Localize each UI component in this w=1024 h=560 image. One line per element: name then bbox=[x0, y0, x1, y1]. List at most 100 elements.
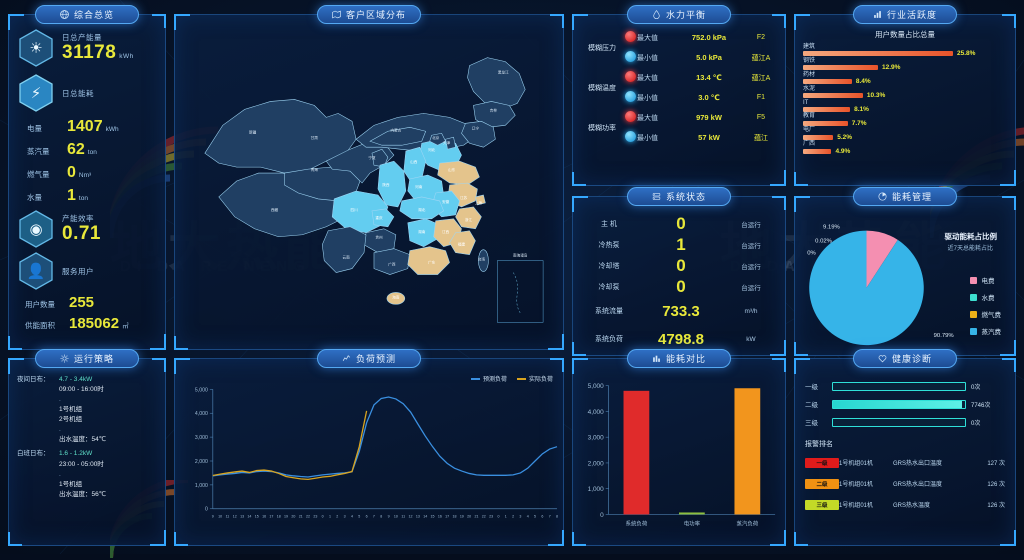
panel-title-health-label: 健康诊断 bbox=[891, 354, 932, 364]
hydro-type: 最大值 bbox=[637, 114, 658, 122]
load-x-tick: 19 bbox=[460, 515, 464, 519]
industry-bar-fill bbox=[803, 120, 848, 126]
industry-bar-track: 12.9% bbox=[803, 64, 1007, 71]
pie-legend-item[interactable]: 蒸汽费 bbox=[969, 326, 1001, 336]
industry-bar-value: 8.1% bbox=[854, 105, 869, 113]
health-bar-row: 二级 7746次 bbox=[795, 395, 1015, 413]
pie-legend-item[interactable]: 燃气费 bbox=[969, 309, 1002, 319]
china-map[interactable]: 南海诸岛 黑龙江 吉林 辽宁 内蒙古 新疆 甘肃 北京 天津 河北 山西 宁夏 青海 山东 陕西 河南 江苏安… bbox=[175, 15, 563, 349]
industry-bar-row: 药材 8.4% bbox=[803, 72, 1007, 85]
map-province-label: 山西 bbox=[410, 159, 418, 164]
energy-bar[interactable] bbox=[734, 388, 761, 515]
overview-item-label: 燃气量 bbox=[27, 170, 50, 179]
load-y-tick: 1,000 bbox=[195, 483, 208, 489]
load-x-tick: 17 bbox=[445, 515, 449, 519]
industry-bar-label: IT bbox=[803, 99, 809, 106]
overview-row: 供能面积 185062 ㎡ bbox=[25, 315, 155, 332]
map-province-label: 宁夏 bbox=[368, 155, 376, 160]
load-x-tick: 5 bbox=[358, 515, 360, 519]
panel-title-pie: 能耗管理 bbox=[853, 187, 957, 206]
alarm-level-badge: 三级 bbox=[805, 499, 839, 510]
industry-bar-fill bbox=[803, 93, 863, 99]
load-x-tick: 16 bbox=[262, 515, 266, 519]
dot-max-icon bbox=[625, 31, 636, 42]
bolt-icon: ⚡ bbox=[30, 84, 42, 102]
system-status-row: 冷却塔 0 台运行 bbox=[573, 255, 785, 276]
load-legend-item[interactable]: 预测负荷 bbox=[470, 374, 507, 383]
pie-legend-label: 燃气费 bbox=[981, 312, 1002, 319]
panel-title-overview-label: 综合总览 bbox=[73, 10, 114, 20]
panel-title-energy: 能耗对比 bbox=[627, 349, 731, 368]
load-x-tick: 1 bbox=[329, 515, 331, 519]
chart-icon bbox=[342, 355, 351, 361]
pie-legend-item[interactable]: 电费 bbox=[969, 275, 1002, 285]
health-bar-value: 0次 bbox=[971, 384, 981, 391]
panel-title-load-label: 负荷预测 bbox=[355, 354, 396, 364]
load-x-tick: 3 bbox=[344, 515, 346, 519]
industry-bar-value: 7.7% bbox=[851, 119, 867, 127]
map-province-label: 黑龙江 bbox=[498, 70, 509, 75]
load-x-tick: 20 bbox=[467, 515, 471, 519]
pie-slice[interactable] bbox=[866, 239, 898, 288]
alarm-row[interactable]: 二级 1号机组01机 GRS热水出口温度 126 次 bbox=[795, 473, 1015, 494]
industry-bar-row: 建筑 25.8% bbox=[803, 44, 1007, 57]
overview-items: 电量 1407 kWh 蒸汽量 62 ton 燃气量 0 Nm³ 水量 1 ton bbox=[19, 118, 155, 205]
dot-max-icon bbox=[625, 71, 636, 82]
energy-bar[interactable] bbox=[679, 512, 705, 515]
map-province-label: 内蒙古 bbox=[390, 127, 401, 132]
pie-legend-item[interactable]: 水费 bbox=[969, 292, 1002, 302]
panel-health: 健康诊断 一级 0次 二级 7746次 三级 0次 报警排名 一级 1号机组01机 GRS热水… bbox=[794, 349, 1016, 546]
alarm-level-badge: 一级 bbox=[805, 457, 839, 468]
load-x-tick: 12 bbox=[233, 515, 237, 519]
pie-slice[interactable] bbox=[866, 230, 898, 288]
load-x-tick: 10 bbox=[394, 515, 398, 519]
hydro-group-label: 模糊温度 bbox=[588, 84, 616, 92]
map-icon bbox=[332, 10, 341, 19]
panel-title-load: 负荷预测 bbox=[317, 349, 421, 368]
pie-legend-label: 水费 bbox=[981, 295, 995, 302]
health-bar-label: 二级 bbox=[805, 402, 818, 409]
load-x-tick: 6 bbox=[541, 515, 543, 519]
energy-y-tick: 1,000 bbox=[588, 486, 604, 493]
industry-bar-track: 5.2% bbox=[803, 133, 1007, 141]
hydro-node: 蕴江A bbox=[751, 54, 771, 62]
industry-bar-value: 5.2% bbox=[837, 133, 853, 141]
water-icon bbox=[653, 10, 660, 19]
run-strategy-line: 1号机组 bbox=[59, 480, 83, 488]
pie-slice[interactable] bbox=[809, 230, 924, 346]
energy-bar[interactable] bbox=[623, 390, 650, 515]
panel-title-pie-label: 能耗管理 bbox=[891, 192, 932, 202]
run-strategy-line: 1.6 - 1.2kW bbox=[59, 450, 93, 458]
map-province-label: 陕西 bbox=[382, 182, 390, 187]
industry-bar-label: 药材 bbox=[803, 71, 816, 78]
run-strategy-lines: 4.7 - 3.4kW 09:00 - 16:00时. 1号机组 2号机组. 出水温度：… bbox=[59, 375, 106, 445]
overview-row-value: 185062 bbox=[69, 315, 120, 332]
map-province-label: 山东 bbox=[448, 167, 456, 172]
system-status-row: 系统流量 733.3 m³/h bbox=[573, 297, 785, 325]
overview-item-label: 蒸汽量 bbox=[27, 147, 50, 156]
hydro-type: 最小值 bbox=[637, 134, 658, 142]
run-strategy-key: 夜间日布： bbox=[17, 376, 50, 383]
map-province-label: 青海 bbox=[311, 167, 319, 172]
energy-bar-chart: 0 1,000 2,000 3,000 4,000 5,000 系统负荷 电功率 蒸汽负荷 bbox=[588, 383, 776, 527]
run-strategy-line: 出水温度：54℃ bbox=[59, 436, 107, 444]
alarm-row[interactable]: 一级 1号机组01机 GRS热水出口温度 127 次 bbox=[795, 452, 1015, 473]
map-province-label: 西藏 bbox=[271, 207, 279, 212]
alarm-row[interactable]: 三级 1号机组01机 GRS热水温度 126 次 bbox=[795, 494, 1015, 515]
pie-legend-swatch bbox=[969, 276, 977, 284]
load-x-tick: 2 bbox=[512, 515, 514, 519]
load-x-tick: 4 bbox=[527, 515, 529, 519]
health-bar-value: 0次 bbox=[971, 420, 981, 427]
load-legend-item[interactable]: 实际负荷 bbox=[516, 374, 553, 383]
panel-title-hydro-label: 水力平衡 bbox=[665, 10, 706, 20]
panel-title-hydro: 水力平衡 bbox=[627, 5, 731, 24]
load-x-tick: 16 bbox=[438, 515, 442, 519]
bolt-hex-icon: ⚡ bbox=[19, 74, 53, 112]
map-province-label: 江苏 bbox=[460, 195, 468, 200]
system-status-value: 0 bbox=[676, 277, 686, 296]
alarm-device: 1号机组01机 bbox=[839, 503, 874, 509]
load-x-tick: 11 bbox=[226, 515, 230, 519]
load-x-tick: 21 bbox=[299, 515, 303, 519]
alarm-device: 1号机组01机 bbox=[839, 461, 874, 467]
system-status-unit: m³/h bbox=[744, 307, 758, 315]
